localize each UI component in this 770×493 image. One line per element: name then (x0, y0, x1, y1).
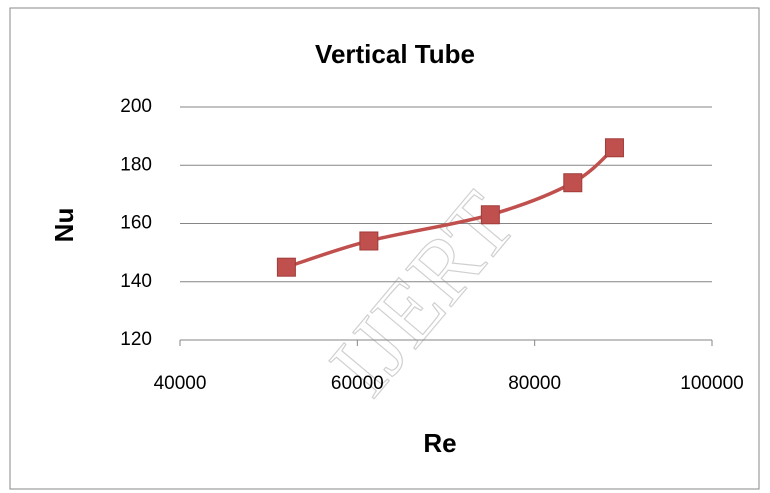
y-tick-label: 180 (120, 154, 152, 175)
y-axis-label: Nu (49, 208, 79, 243)
x-tick-label: 60000 (331, 373, 384, 394)
y-tick-label: 120 (120, 329, 152, 350)
x-axis-label: Re (423, 428, 456, 458)
x-tick-label: 40000 (154, 373, 207, 394)
x-tick-label: 80000 (508, 373, 561, 394)
x-tick-label: 100000 (680, 373, 743, 394)
marker (604, 138, 624, 158)
marker (359, 231, 379, 251)
y-tick-label: 200 (120, 96, 152, 117)
marker (563, 173, 583, 193)
y-tick-label: 140 (120, 271, 152, 292)
chart-title: Vertical Tube (315, 39, 475, 69)
chart-frame (9, 7, 760, 490)
marker (276, 257, 296, 277)
y-tick-label: 160 (120, 213, 152, 234)
marker (480, 205, 500, 225)
